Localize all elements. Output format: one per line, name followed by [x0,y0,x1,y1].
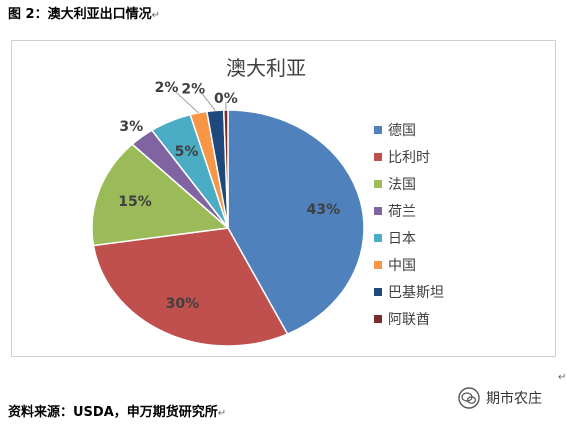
data-label: 5% [175,144,199,160]
legend-item: 中国 [374,258,416,274]
paragraph-mark: ↵ [217,408,227,419]
pie-chart: 澳大利亚 43% 30% 15% 3% 5% 2% 2% 0% 德国比利时法国荷兰日本中国巴基… [91,56,444,347]
data-label: 2% [181,82,205,98]
data-label: 15% [118,194,152,210]
data-label: 30% [166,296,200,312]
legend-label: 阿联酋 [388,311,430,328]
legend-label: 巴基斯坦 [388,284,444,301]
chart-title: 澳大利亚 [226,56,306,80]
legend-item: 法国 [374,177,416,193]
legend-label: 比利时 [388,150,430,166]
source-note: 资料来源：USDA，申万期货研究所↵ [8,401,226,420]
legend-item: 日本 [374,231,416,247]
paragraph-mark: ↵ [151,10,160,21]
legend-swatch [374,261,382,269]
watermark: 期市农庄 [458,387,542,409]
paragraph-mark: ↵ [558,372,567,383]
legend-item: 荷兰 [374,204,416,220]
pie-slices [91,109,365,347]
figure-caption: 图 2：澳大利亚出口情况↵ [8,3,160,22]
legend-label: 德国 [388,123,416,139]
pie-slice [91,143,230,247]
legend-item: 比利时 [374,150,430,166]
legend-swatch [374,180,382,188]
data-label: 0% [214,91,238,107]
pie-slice [227,109,365,336]
legend-item: 巴基斯坦 [374,284,444,301]
figure-caption-text: 图 2：澳大利亚出口情况 [8,7,152,22]
data-label: 3% [119,119,143,135]
leader-line [200,92,216,111]
legend-swatch [374,207,382,215]
legend-label: 日本 [388,231,416,247]
watermark-text: 期市农庄 [486,391,542,407]
legend-item: 阿联酋 [374,311,430,328]
data-label: 43% [307,202,341,218]
legend-swatch [374,315,382,323]
legend-label: 荷兰 [388,204,416,220]
leader-line [174,90,199,114]
legend-label: 中国 [388,258,416,274]
pie-data-labels: 43% 30% 15% 3% 5% 2% 2% 0% [118,80,340,312]
legend-label: 法国 [388,177,416,193]
chart-frame: 澳大利亚 43% 30% 15% 3% 5% 2% 2% 0% 德国比利时法国荷兰日本中国巴基… [11,40,556,357]
source-note-text: 资料来源：USDA，申万期货研究所 [8,405,218,420]
legend-item: 德国 [374,123,416,139]
legend-swatch [374,126,382,134]
legend-swatch [374,234,382,242]
data-label: 2% [155,80,179,96]
legend-swatch [374,153,382,161]
pie-slice [92,227,289,347]
wechat-icon [458,387,480,409]
legend-swatch [374,288,382,296]
